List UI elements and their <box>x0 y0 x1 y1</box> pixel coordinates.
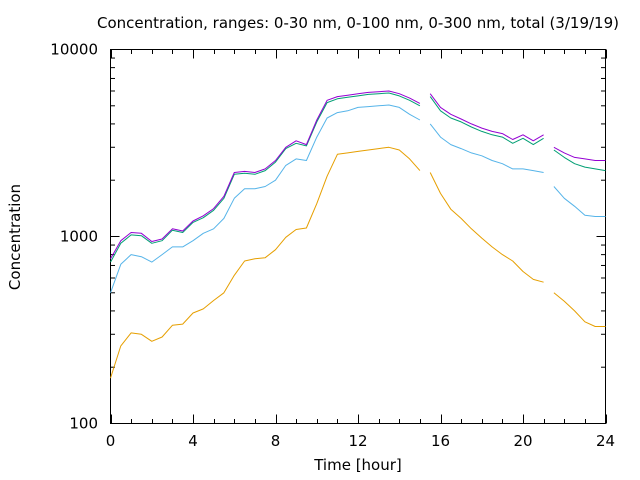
x-tick-label: 16 <box>431 432 450 450</box>
x-tick-label: 8 <box>271 432 281 450</box>
x-tick-label: 4 <box>188 432 198 450</box>
x-tick-label: 12 <box>348 432 367 450</box>
series-line-2 <box>110 104 606 293</box>
x-axis-label: Time [hour] <box>314 456 402 474</box>
series-line-3 <box>110 92 606 263</box>
x-tick-label: 0 <box>106 432 116 450</box>
axis-tick-labels: 0 4 8 12 16 20 24 100 1000 10000 <box>50 41 615 451</box>
chart-title: Concentration, ranges: 0-30 nm, 0-100 nm… <box>97 14 619 32</box>
x-tick-label: 24 <box>596 432 615 450</box>
series-line-4 <box>110 90 606 260</box>
axis-ticks <box>110 49 607 424</box>
x-tick-label: 20 <box>513 432 532 450</box>
y-tick-label: 100 <box>69 415 98 433</box>
series-layer <box>110 90 606 379</box>
plot-frame <box>110 49 606 424</box>
y-axis-label: Concentration <box>6 183 24 291</box>
series-line-1 <box>110 146 606 379</box>
y-tick-label: 10000 <box>50 41 98 59</box>
y-tick-label: 1000 <box>60 228 98 246</box>
